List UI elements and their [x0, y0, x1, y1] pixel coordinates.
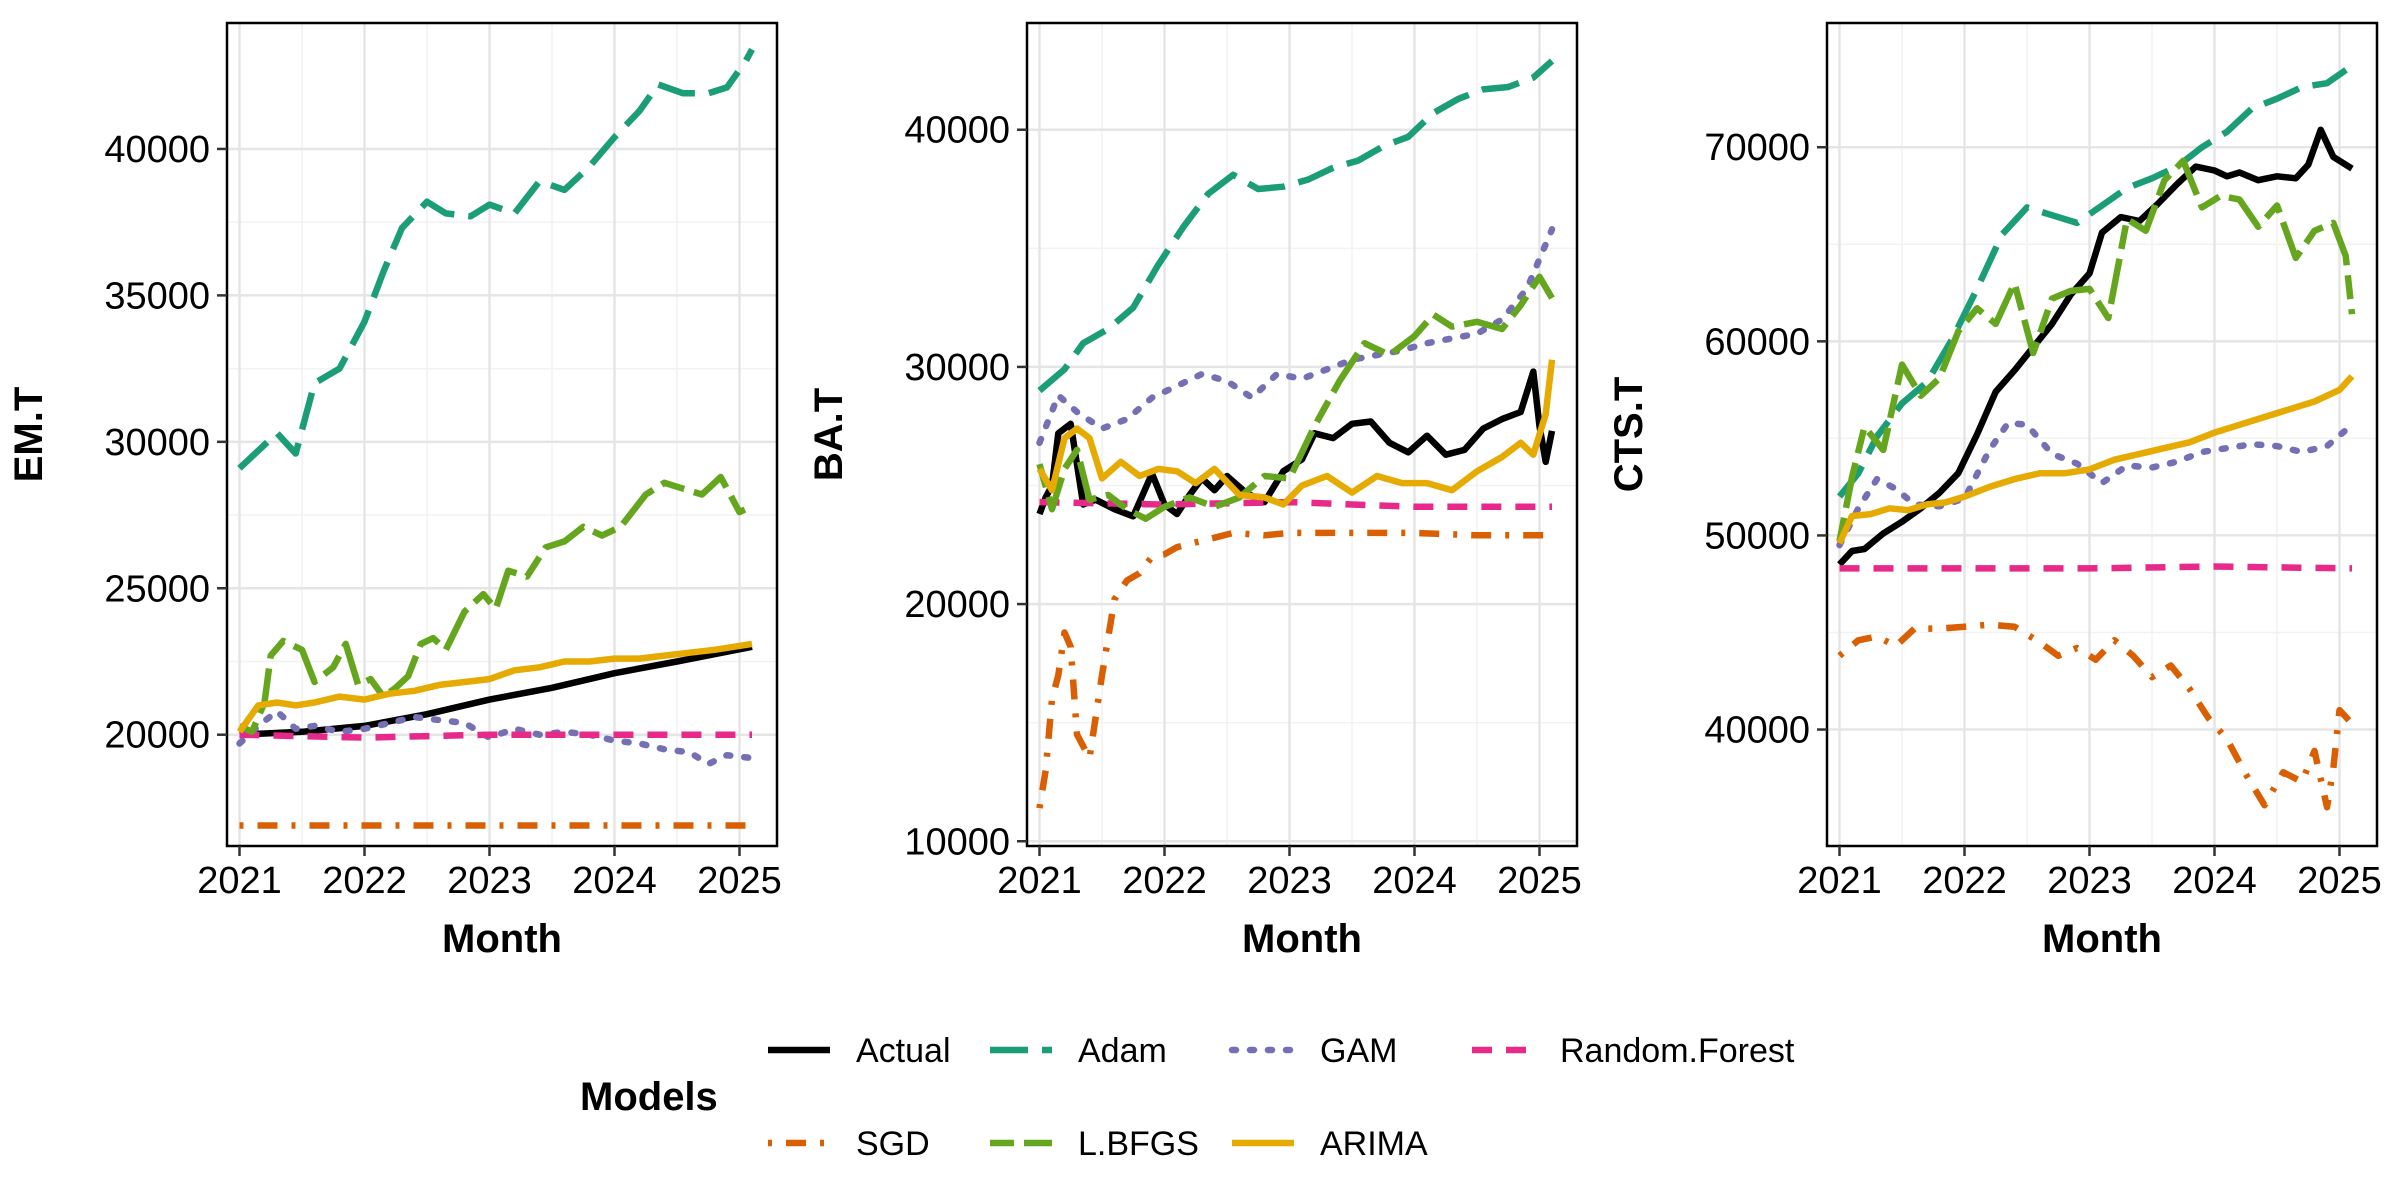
y-tick-label: 50000: [1704, 515, 1810, 557]
series-line-adam: [1037, 58, 1555, 394]
x-tick-label: 2025: [2297, 860, 2382, 902]
y-tick-label: 20000: [104, 715, 210, 757]
series-line-l-bfgs: [1036, 273, 1555, 522]
legend-item: Random.Forest: [1472, 1032, 1795, 1070]
y-tick-label: 35000: [104, 275, 210, 317]
y-tick-label: 25000: [104, 568, 210, 610]
legend-item: GAM: [1228, 1032, 1397, 1070]
x-tick-label: 2024: [572, 860, 657, 902]
legend-label: Actual: [856, 1032, 951, 1070]
chart-panels: 2021 2022 2023 2024 2025 20000 25000 30000 35000…: [7, 21, 2382, 961]
legend-title: Models: [580, 1075, 718, 1119]
series-line-l-bfgs: [1836, 157, 2356, 542]
series-line-adam: [1836, 63, 2354, 499]
series-line-adam: [237, 47, 755, 471]
series-line-arima: [236, 640, 753, 734]
y-tick-label: 40000: [104, 129, 210, 171]
x-tick-label: 2021: [1797, 860, 1882, 902]
x-tick-label: 2025: [697, 860, 782, 902]
legend-label: Random.Forest: [1560, 1032, 1795, 1070]
x-tick-label: 2024: [1372, 860, 1457, 902]
legend-label: Adam: [1078, 1032, 1167, 1070]
legend-label: L.BFGS: [1078, 1125, 1199, 1163]
legend-item: Actual: [768, 1032, 951, 1070]
panel-border: [225, 21, 779, 848]
x-tick-label: 2022: [1922, 860, 2007, 902]
y-tick-label: 60000: [1704, 321, 1810, 363]
x-tick-label: 2023: [1247, 860, 1332, 902]
legend-item: Adam: [990, 1032, 1167, 1070]
series-line-sgd: [1036, 529, 1552, 809]
legend-label: SGD: [856, 1125, 930, 1163]
grid-lines: [1027, 23, 1577, 846]
y-axis-title: CTS.T: [1607, 377, 1651, 493]
series-line-sgd: [1837, 621, 2355, 811]
panel-border: [1025, 21, 1579, 848]
y-tick-label: 30000: [104, 422, 210, 464]
x-axis-title: Month: [1242, 917, 1362, 961]
x-tick-label: 2021: [197, 860, 282, 902]
legend: Models Actual Adam GAM Random.Forest SGD L.BFG…: [580, 1032, 1795, 1163]
y-axis-title: EM.T: [7, 387, 51, 483]
x-tick-label: 2022: [1122, 860, 1207, 902]
legend-label: GAM: [1320, 1032, 1397, 1070]
panel-ba: 2021 2022 2023 2024 2025 10000 20000 30000 40000…: [807, 21, 1582, 961]
series-line-arima: [1836, 374, 2355, 545]
panel-em: 2021 2022 2023 2024 2025 20000 25000 30000 35000…: [7, 21, 782, 961]
legend-label: ARIMA: [1320, 1125, 1428, 1163]
series-group: [1036, 58, 1556, 809]
y-tick-label: 30000: [904, 347, 1010, 389]
y-tick-label: 20000: [904, 584, 1010, 626]
y-tick-label: 40000: [1704, 710, 1810, 752]
series-line-gam: [1036, 226, 1556, 447]
series-line-random-forest: [1839, 563, 2353, 572]
legend-item: L.BFGS: [990, 1125, 1199, 1163]
y-tick-label: 70000: [1704, 127, 1810, 169]
y-tick-label: 10000: [904, 821, 1010, 863]
series-line-random-forest: [239, 731, 752, 741]
series-line-arima: [1036, 359, 1556, 508]
series-group: [1836, 63, 2356, 811]
y-tick-label: 40000: [904, 110, 1010, 152]
panel-border: [1825, 21, 2379, 848]
x-tick-label: 2021: [997, 860, 1082, 902]
panel-cts: 2021 2022 2023 2024 2025 40000 50000 60000 70000…: [1607, 21, 2382, 961]
legend-item: ARIMA: [1232, 1125, 1428, 1163]
x-axis-title: Month: [2042, 917, 2162, 961]
series-group: [236, 47, 756, 829]
x-tick-label: 2022: [322, 860, 407, 902]
x-tick-label: 2024: [2172, 860, 2257, 902]
legend-item: SGD: [768, 1125, 930, 1163]
x-tick-label: 2023: [2047, 860, 2132, 902]
series-line-actual: [239, 643, 753, 738]
y-axis-title: BA.T: [807, 388, 851, 481]
x-tick-label: 2023: [447, 860, 532, 902]
series-line-gam: [1836, 419, 2356, 549]
x-axis-title: Month: [442, 917, 562, 961]
series-line-l-bfgs: [238, 473, 754, 736]
x-tick-label: 2025: [1497, 860, 1582, 902]
